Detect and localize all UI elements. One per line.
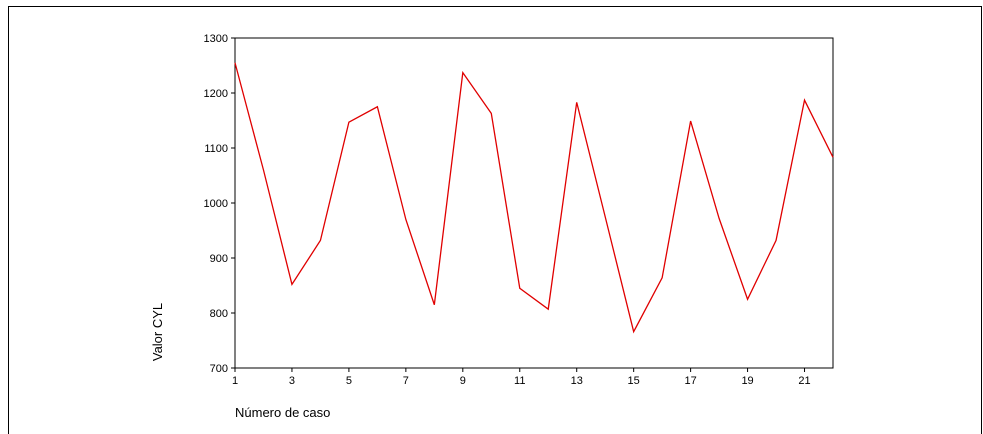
x-axis-title: Número de caso — [235, 405, 330, 420]
x-tick-label: 11 — [514, 375, 525, 387]
y-tick-label: 1000 — [204, 198, 228, 210]
plot-area — [234, 37, 834, 369]
x-tick-label: 17 — [684, 375, 696, 387]
y-axis-title: Valor CYL — [150, 303, 165, 361]
y-tick-label: 800 — [210, 308, 228, 320]
x-tick-label: 1 — [232, 375, 238, 387]
y-axis: 700 800 900 1000 1100 1200 1300 — [204, 33, 235, 375]
y-tick-label: 900 — [210, 253, 228, 265]
chart-frame — [8, 6, 982, 434]
x-tick-label: 9 — [460, 375, 466, 387]
x-tick-label: 13 — [571, 375, 583, 387]
x-tick-label: 21 — [798, 375, 810, 387]
series-layer — [234, 62, 834, 334]
y-tick-label: 1100 — [204, 143, 228, 155]
x-tick-label: 7 — [403, 375, 409, 387]
y-tick-label: 1300 — [204, 33, 228, 45]
x-tick-label: 5 — [346, 375, 352, 387]
x-axis: 1 3 5 7 9 11 13 15 17 19 21 — [232, 368, 811, 387]
x-tick-label: 3 — [289, 375, 295, 387]
x-tick-label: 15 — [628, 375, 640, 387]
x-tick-label: 19 — [741, 375, 753, 387]
y-tick-label: 1200 — [204, 88, 228, 100]
y-tick-label: 700 — [210, 363, 228, 375]
series-line — [234, 62, 834, 334]
